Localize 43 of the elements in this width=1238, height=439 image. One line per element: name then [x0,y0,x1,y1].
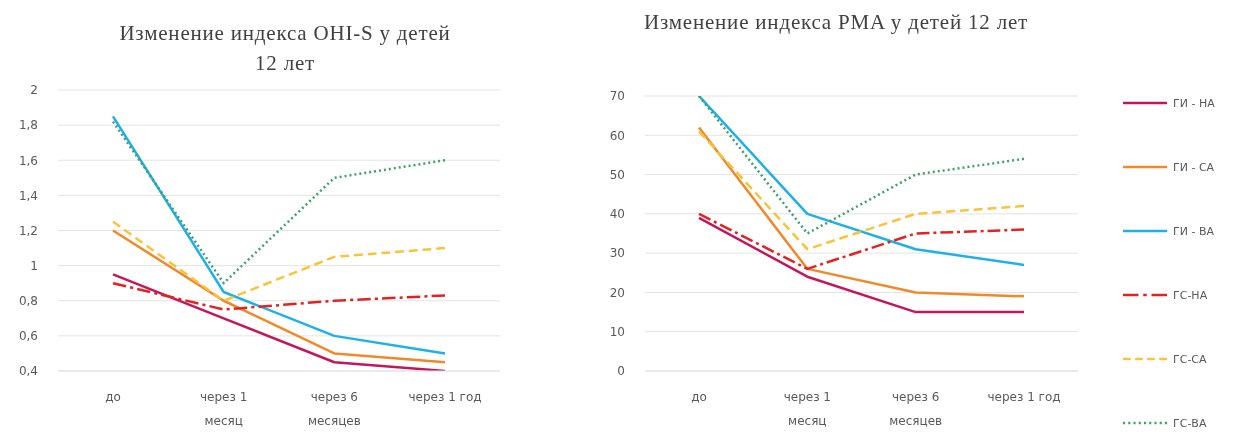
x-tick-label: через 1 месяц [200,390,248,428]
legend-label: ГС-ВА [1173,416,1207,430]
line-series [697,126,1026,298]
y-tick-label: 40 [609,207,625,222]
x-tick-label: через 1 год [987,390,1061,404]
legend-label: ГИ - СА [1173,160,1215,174]
y-tick-label: 10 [609,324,625,339]
legend-label: ГС-СА [1173,352,1207,366]
line-series [111,281,447,311]
line-series [111,120,447,285]
y-tick-label: 0,8 [18,294,38,309]
y-tick-label: 0,4 [18,364,38,379]
y-tick-label: 60 [609,128,625,143]
y-tick-label: 1 [30,258,38,273]
line-series [697,96,1026,267]
line-series [697,96,1026,235]
x-tick-label: до [691,390,707,404]
chart-title: Изменение индекса PMA у детей 12 лет [642,9,1030,36]
y-tick-label: 0 [617,364,625,379]
y-tick-label: 1,4 [18,188,38,203]
y-tick-label: 30 [609,246,625,261]
y-tick-label: 70 [609,89,625,104]
line-series [697,212,1026,271]
y-tick-label: 50 [609,167,625,182]
line-series [111,115,447,355]
legend-label: ГС-НА [1173,288,1208,302]
chart-title: Изменение индекса OHI-S у детей 12 лет [118,20,452,77]
y-tick-label: 20 [609,285,625,300]
x-tick-label: через 1 год [408,390,482,404]
y-tick-label: 0,6 [18,329,38,344]
y-tick-label: 1,8 [18,118,38,133]
x-tick-label: через 1 месяц [783,390,831,428]
legend-label: ГИ - НА [1173,96,1215,110]
x-tick-label: через 6 месяцев [307,390,361,428]
x-tick-label: через 6 месяцев [889,390,943,428]
legend-label: ГИ - ВА [1173,224,1214,238]
line-series [111,229,447,364]
line-series [111,220,447,302]
y-tick-label: 1,2 [18,223,38,238]
line-series [697,130,1026,251]
x-tick-label: до [105,390,121,404]
y-tick-label: 2 [30,83,38,98]
y-tick-label: 1,6 [18,153,38,168]
